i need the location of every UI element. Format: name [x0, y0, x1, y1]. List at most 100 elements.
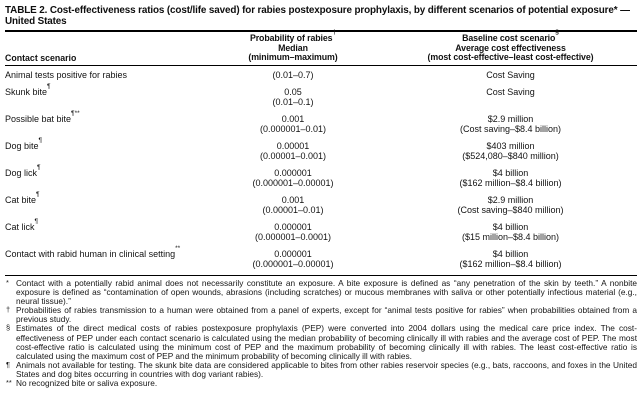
footnote-marker: † — [6, 305, 11, 315]
cost-average: $2.9 million — [487, 194, 534, 205]
table-row: Skunk bite¶ 0.05 (0.01–0.1) Cost Saving — [5, 83, 637, 111]
header-probability: Probability of rabies† Median (minimum–m… — [202, 29, 384, 63]
footnote: ** No recognized bite or saliva exposure. — [5, 378, 637, 389]
footnote-text: Contact with a potentially rabid animal … — [16, 277, 637, 307]
footnote-text: Probabilities of rabies transmission to … — [16, 305, 637, 325]
probability-cell: 0.00001 (0.00001–0.001) — [202, 141, 384, 162]
scenario-cell: Cat lick¶ — [5, 218, 202, 243]
probability-cell: 0.000001 (0.000001–0.00001) — [202, 168, 384, 189]
footnote: § Estimates of the direct medical costs o… — [5, 323, 637, 361]
cost-range: ($162 million–$8.4 billion) — [459, 178, 562, 189]
scenario-marker: ¶ — [37, 163, 41, 171]
table-row: Possible bat bite¶** 0.001 (0.000001–0.01… — [5, 110, 637, 138]
footnote-text: Estimates of the direct medical costs of… — [16, 323, 637, 361]
cost-cell: $4 billion ($162 million–$8.4 billion) — [384, 168, 637, 189]
cost-average: Cost Saving — [486, 86, 535, 97]
footnote: ¶ Animals not available for testing. The … — [5, 360, 637, 380]
scenario-cell: Skunk bite¶ — [5, 83, 202, 108]
cost-average: Cost Saving — [486, 70, 535, 81]
probability-range: (0.000001–0.0001) — [254, 232, 332, 243]
cost-range: ($524,080–$840 million) — [462, 151, 559, 162]
probability-median: 0.00001 — [276, 140, 310, 151]
table-row: Animal tests positive for rabies (0.01–0… — [5, 67, 637, 84]
scenario-cell: Dog bite¶ — [5, 137, 202, 162]
scenario-label: Cat bite — [5, 194, 37, 205]
table-row: Cat lick¶ 0.000001 (0.000001–0.0001) $4 b… — [5, 218, 637, 246]
probability-range: (0.000001–0.00001) — [252, 178, 334, 189]
table-header-row: Contact scenario Probability of rabies† … — [5, 29, 637, 67]
scenario-marker: ** — [175, 244, 181, 252]
footnote-marker: * — [6, 277, 9, 287]
cost-cell: $403 million ($524,080–$840 million) — [384, 141, 637, 162]
footnote-marker: ** — [6, 378, 12, 388]
header-probability-line2: Median — [278, 42, 308, 53]
scenario-label: Contact with rabid human in clinical set… — [5, 248, 176, 259]
cost-cell: $4 billion ($162 million–$8.4 billion) — [384, 249, 637, 270]
scenario-cell: Dog lick¶ — [5, 164, 202, 189]
title-divider — [5, 30, 637, 32]
cost-cell: $2.9 million (Cost saving–$840 million) — [384, 195, 637, 216]
scenario-cell: Cat bite¶ — [5, 191, 202, 216]
cost-average: $4 billion — [492, 221, 529, 232]
header-baseline-line2: Average cost effectiveness — [455, 42, 566, 53]
scenario-label: Skunk bite — [5, 86, 48, 97]
scenario-label: Possible bat bite — [5, 113, 72, 124]
scenario-label: Animal tests positive for rabies — [5, 70, 128, 81]
footnote-text: Animals not available for testing. The s… — [16, 360, 637, 380]
probability-cell: 0.001 (0.00001–0.01) — [202, 195, 384, 216]
header-baseline-cost: Baseline cost scenario§ Average cost eff… — [384, 29, 637, 63]
cost-range: ($15 million–$8.4 billion) — [461, 232, 560, 243]
cost-average: $4 billion — [492, 167, 529, 178]
cost-cell: Cost Saving — [384, 87, 637, 108]
probability-cell: (0.01–0.7) — [202, 70, 384, 80]
footnotes-section: * Contact with a potentially rabid animal… — [5, 276, 637, 389]
probability-median: 0.001 — [281, 113, 305, 124]
probability-range: (0.000001–0.00001) — [252, 259, 334, 270]
cost-cell: $2.9 million (Cost saving–$8.4 billion) — [384, 114, 637, 135]
probability-median: 0.000001 — [274, 248, 312, 259]
cost-average: $4 billion — [492, 248, 529, 259]
probability-cell: 0.001 (0.000001–0.01) — [202, 114, 384, 135]
header-contact-scenario: Contact scenario — [5, 52, 77, 63]
table-title: TABLE 2. Cost-effectiveness ratios (cost… — [5, 5, 630, 27]
footnote-marker: ¶ — [6, 360, 10, 370]
cost-range: (Cost saving–$8.4 billion) — [459, 124, 562, 135]
cost-average: $2.9 million — [487, 113, 534, 124]
probability-cell: 0.05 (0.01–0.1) — [202, 87, 384, 108]
header-baseline-title: Baseline cost scenario — [462, 33, 556, 43]
cost-cell: $4 billion ($15 million–$8.4 billion) — [384, 222, 637, 243]
header-probability-line1: Probability of rabies† — [202, 29, 384, 44]
scenario-marker: ¶ — [38, 136, 43, 144]
header-probability-title: Probability of rabies — [249, 33, 333, 43]
scenario-cell: Animal tests positive for rabies — [5, 70, 202, 80]
probability-range: (0.00001–0.001) — [259, 151, 327, 162]
probability-cell: 0.000001 (0.000001–0.00001) — [202, 249, 384, 270]
footnote: † Probabilities of rabies transmission to… — [5, 305, 637, 325]
footnote-text: No recognized bite or saliva exposure. — [16, 378, 158, 389]
scenario-marker: ¶** — [71, 109, 80, 117]
scenario-label: Dog lick — [5, 167, 38, 178]
scenario-label: Cat lick — [5, 221, 35, 232]
scenario-marker: ¶ — [36, 190, 40, 198]
probability-range: (0.01–0.1) — [272, 97, 314, 108]
probability-range: (0.00001–0.01) — [262, 205, 324, 216]
section-marker: § — [555, 29, 559, 37]
scenario-marker: ¶ — [47, 82, 51, 90]
probability-median: 0.001 — [281, 194, 305, 205]
probability-median: (0.01–0.7) — [272, 70, 314, 81]
scenario-cell: Possible bat bite¶** — [5, 110, 202, 135]
header-probability-line3: (minimum–maximum) — [248, 52, 338, 63]
table-body: Animal tests positive for rabies (0.01–0… — [5, 66, 637, 276]
scenario-label: Dog bite — [5, 140, 39, 151]
header-baseline-line1: Baseline cost scenario§ — [384, 29, 637, 44]
cost-cell: Cost Saving — [384, 70, 637, 80]
header-baseline-line3: (most cost-effective–least cost-effectiv… — [427, 52, 594, 63]
footnote: * Contact with a potentially rabid animal… — [5, 277, 637, 307]
scenario-marker: ¶ — [34, 217, 39, 225]
scenario-cell: Contact with rabid human in clinical set… — [5, 245, 202, 270]
cost-average: $403 million — [486, 140, 535, 151]
probability-median: 0.000001 — [274, 221, 312, 232]
table-row: Dog lick¶ 0.000001 (0.000001–0.00001) $4 … — [5, 164, 637, 192]
cost-range: ($162 million–$8.4 billion) — [459, 259, 562, 270]
